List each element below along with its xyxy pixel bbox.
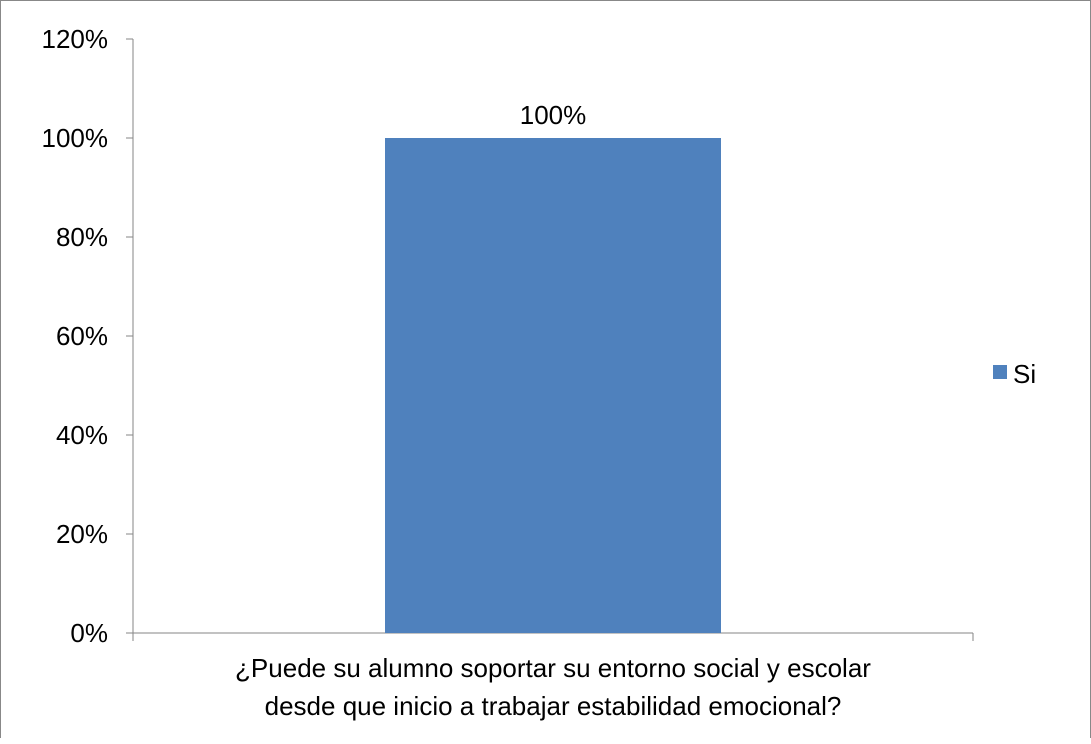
y-tick-label: 60% [56,321,108,351]
legend-swatch [993,365,1007,379]
data-labels: 100% [520,100,587,130]
legend-label: Si [1013,359,1036,389]
y-tick-label: 80% [56,222,108,252]
x-category-label: ¿Puede su alumno soportar su entorno soc… [235,653,871,721]
bars [385,138,721,633]
bar-data-label: 100% [520,100,587,130]
y-tick-label: 20% [56,519,108,549]
x-axis [132,632,974,641]
legend: Si [993,359,1036,389]
category-label-line: desde que inicio a trabajar estabilidad … [265,691,842,721]
category-label-line: ¿Puede su alumno soportar su entorno soc… [235,653,871,683]
y-tick-label: 0% [70,618,108,648]
y-tick-label: 40% [56,420,108,450]
y-axis: 0% 20% 40% 60% 80% 100% 120% [42,24,134,648]
y-tick-label: 100% [42,123,109,153]
bar-si [385,138,721,633]
y-tick-label: 120% [42,24,109,54]
